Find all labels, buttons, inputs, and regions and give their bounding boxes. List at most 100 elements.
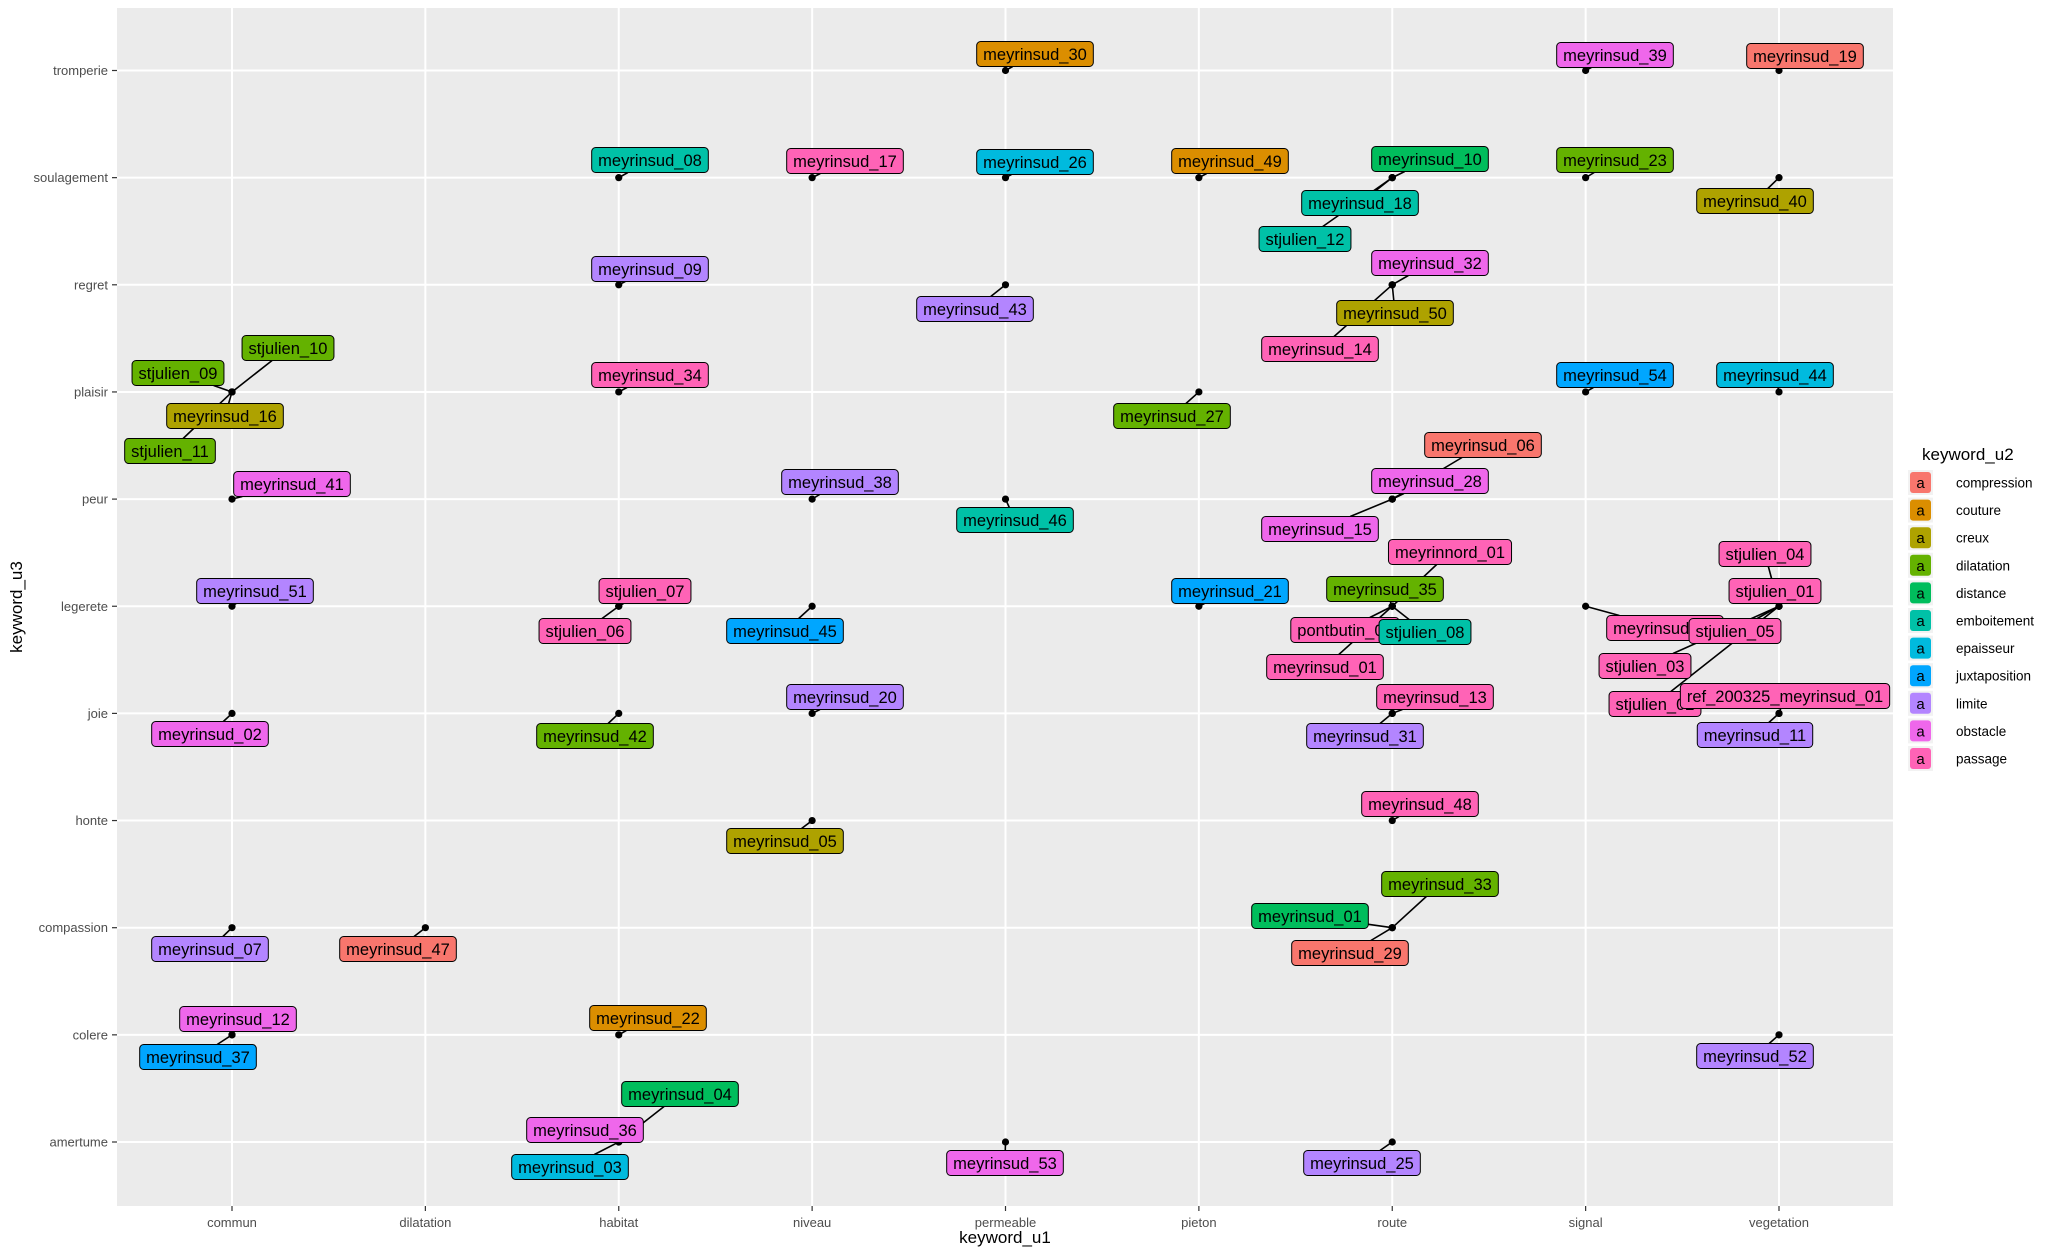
y-axis-title: keyword_u3 [7,561,26,653]
point-label: meyrinsud_14 [1261,336,1379,362]
point-label-box [598,578,692,604]
y-tick-label: regret [74,277,108,292]
point-label-box [1113,403,1231,429]
legend-key-swatch [1910,665,1931,687]
point-label-box [1598,653,1692,679]
point-label-box [538,618,632,644]
point-label-text: meyrinsud_08 [598,152,702,170]
point-label-box [1306,723,1424,749]
point-label-text: meyrinsud_39 [1563,47,1667,65]
point-label: meyrinsud_01 [1251,903,1369,929]
legend-key-glyph: a [1916,585,1925,602]
point-label-text: meyrinsud_21 [1178,583,1282,601]
data-point [228,388,236,396]
point-label: meyrinsud_04 [621,1081,739,1107]
point-label-text: meyrinsud_47 [346,941,450,959]
legend-item: a compression [1908,470,2033,495]
point-label-text: meyrinsud_37 [146,1049,250,1067]
point-label-box [1301,190,1419,216]
point-label-box [1326,576,1444,602]
point-label: meyrinsud_46 [956,507,1074,533]
data-point [808,602,816,610]
point-label-text: meyrinsud_50 [1343,305,1447,323]
point-label-text: meyrinsud_51 [203,583,307,601]
y-tick-label: soulagement [34,170,109,185]
point-label: meyrinsud_22 [589,1005,707,1031]
point-label-text: meyrinsud_44 [1723,367,1827,385]
legend-item: a creux [1908,525,1989,551]
legend-item: a couture [1908,497,2001,523]
y-tick-label: honte [75,813,108,828]
point-label-text: meyrinsud_54 [1563,367,1667,385]
point-label: meyrinsud_48 [1361,791,1479,817]
legend-key-swatch [1910,610,1931,631]
data-point [1388,602,1396,610]
data-point [421,924,429,932]
point-label-text: ref_200325_meyrinsud_01 [1687,688,1883,706]
point-label-text: meyrinsud_45 [733,623,837,641]
point-label-text: meyrinsud_49 [1178,153,1282,171]
point-label: meyrinsud_40 [1696,188,1814,214]
point-label-box [589,1005,707,1031]
point-label: meyrinsud_44 [1716,362,1834,388]
y-tick-label: compassion [39,920,108,935]
x-tick-label: niveau [793,1215,831,1230]
point-label-box [1378,619,1472,645]
data-point [1775,174,1783,182]
point-label: stjulien_07 [598,578,692,604]
point-label-text: meyrinsud_26 [983,154,1087,172]
x-tick-label: route [1377,1215,1407,1230]
point-label: meyrinsud_03 [511,1154,629,1180]
point-label: stjulien_02 [1608,691,1702,717]
point-label-box [1291,940,1409,966]
point-label: meyrinsud_52 [1696,1043,1814,1069]
point-label-text: stjulien_05 [1696,623,1775,641]
legend-key-glyph: a [1916,668,1925,685]
point-label: meyrinsud_39 [1556,42,1674,68]
point-label-box [1728,578,1822,604]
point-label-box [1696,722,1814,748]
legend-item-label: dilatation [1956,558,2010,573]
point-label: meyrinsud_47 [339,936,457,962]
legend-item-label: couture [1956,503,2001,518]
point-label: meyrinsud_36 [526,1117,644,1143]
point-label-text: meyrinsud_10 [1378,151,1482,169]
legend-item: a limite [1908,690,1988,716]
point-label-text: meyrinsud_32 [1378,255,1482,273]
point-label: meyrinsud_51 [196,578,314,604]
legend-item: a dilatation [1908,552,2010,578]
point-label-text: meyrinsud_25 [1310,1155,1414,1173]
data-point [615,709,623,718]
point-label: meyrinsud_26 [976,149,1094,175]
x-tick-label: dilatation [399,1215,451,1230]
point-label-text: meyrinsud_43 [923,301,1027,319]
legend-key-glyph: a [1916,558,1925,575]
point-label-text: meyrinsud_11 [1704,727,1806,745]
point-label: stjulien_01 [1728,578,1822,604]
point-label-text: meyrinsud_12 [186,1011,290,1029]
y-tick-label: joie [87,706,108,721]
data-point [615,388,623,396]
label-leader-line [1368,923,1393,929]
point-label-box [976,149,1094,175]
point-label-box [1556,147,1674,173]
data-point [1775,388,1783,396]
point-label: meyrinsud_09 [591,256,709,282]
point-label-box [511,1154,629,1180]
legend-item: a passage [1908,746,2007,771]
point-label-box [139,1044,257,1070]
point-label: meyrinsud_50 [1336,300,1454,326]
point-label: meyrinsud_37 [139,1044,257,1070]
point-label: meyrinsud_07 [151,936,269,962]
point-label-box [1688,618,1782,644]
point-label: stjulien_06 [538,618,632,644]
point-label: meyrinsud_21 [1171,578,1289,604]
legend-item: a emboitement [1908,608,2034,633]
point-label-box [1718,541,1812,567]
point-label-text: meyrinsud_01 [1258,908,1362,926]
point-label-text: meyrinsud_20 [793,689,897,707]
point-label-text: stjulien_03 [1606,658,1685,676]
point-label-text: meyrinsud_38 [788,474,892,492]
label-leader-line [1370,927,1393,942]
data-point [1388,495,1396,503]
